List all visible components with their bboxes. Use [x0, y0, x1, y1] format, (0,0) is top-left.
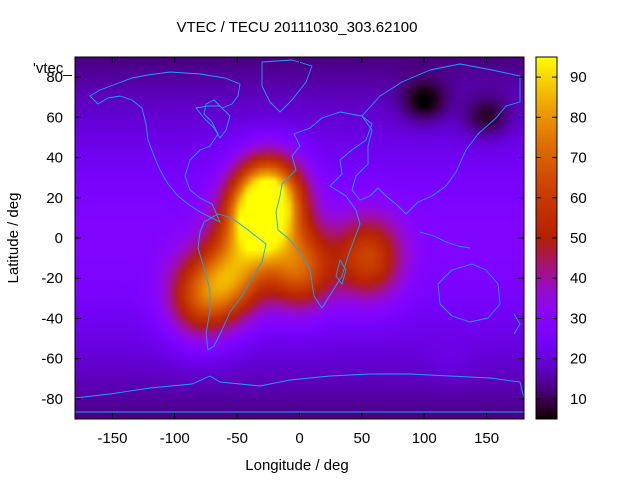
colorbar-tick-label: 80	[570, 109, 587, 126]
y-tick-label: 0	[55, 230, 63, 247]
y-tick-label: -40	[41, 310, 63, 327]
x-tick-label: -100	[160, 430, 190, 447]
vtec-heatmap	[75, 57, 524, 419]
colorbar-tick-label: 20	[570, 351, 587, 368]
colorbar-tick-label: 10	[570, 391, 587, 408]
y-axis-label: Latitude / deg	[5, 193, 22, 284]
coast-greenland	[261, 59, 313, 113]
y-tick-label: -20	[41, 270, 63, 287]
coast-indonesia	[419, 231, 471, 249]
colorbar-tick-label: 40	[570, 270, 587, 287]
y-tick-label: 20	[46, 190, 63, 207]
colorbar-tick-label: 30	[570, 310, 587, 327]
coast-europe-africa	[275, 111, 373, 309]
coast-north-america	[89, 71, 241, 223]
coast-south-america	[197, 213, 267, 351]
x-tick-label: 150	[474, 430, 499, 447]
colorbar-tick-label: 70	[570, 150, 587, 167]
colorbar-ticks: 10 20 30 40 50 60 70 80 90	[536, 69, 587, 408]
y-tick-label: -80	[41, 391, 63, 408]
series-key-label: 'vtec_	[33, 60, 72, 77]
colorbar-tick-label: 60	[570, 190, 587, 207]
y-tick-label: 40	[46, 150, 63, 167]
colorbar: 10 20 30 40 50 60 70 80 90	[535, 56, 587, 420]
x-tick-label: 50	[354, 430, 371, 447]
colorbar-tick-label: 50	[570, 230, 587, 247]
x-tick-label: -150	[97, 430, 127, 447]
y-axis: 80 60 40 20 0 -20 -40 -60 -80	[41, 69, 524, 408]
y-tick-label: 80	[46, 69, 63, 86]
x-tick-label: 100	[412, 430, 437, 447]
x-axis: -150 -100 -50 0 50 100 150	[97, 57, 499, 447]
coast-hudson-bay	[195, 105, 231, 139]
y-tick-label: 60	[46, 109, 63, 126]
x-axis-label: Longitude / deg	[245, 457, 348, 474]
coast-australia	[437, 263, 501, 323]
x-tick-label: 0	[295, 430, 303, 447]
heatmap-layer	[75, 57, 524, 419]
y-tick-label: -60	[41, 351, 63, 368]
colorbar-tick-label: 90	[570, 69, 587, 86]
x-tick-label: -50	[226, 430, 248, 447]
coast-new-zealand	[513, 313, 521, 335]
coast-madagascar	[335, 259, 347, 285]
chart-title: VTEC / TECU 20111030_303.62100	[177, 19, 418, 36]
coast-asia	[351, 63, 521, 215]
colorbar-gradient	[536, 57, 557, 419]
